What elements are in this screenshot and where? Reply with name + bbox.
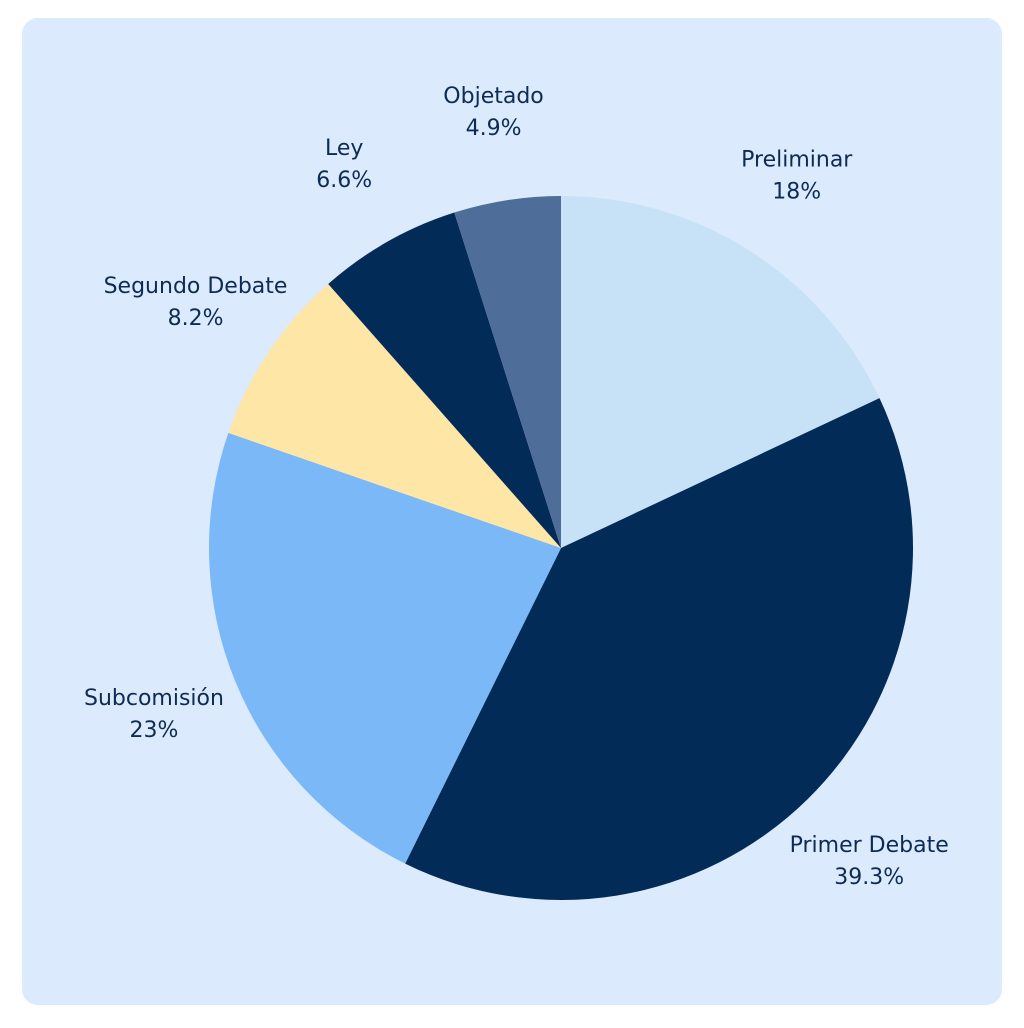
pie-slice [328, 212, 561, 548]
slice-label: Segundo Debate [104, 274, 288, 299]
slice-label: Ley [325, 136, 363, 161]
slice-label: Objetado [443, 84, 543, 109]
slice-value-label: 6.6% [316, 168, 372, 193]
pie [208, 196, 913, 900]
slice-value-label: 23% [130, 718, 179, 743]
slice-value-label: 39.3% [834, 865, 904, 890]
slice-label: Primer Debate [790, 833, 949, 858]
slice-value-label: 4.9% [466, 116, 522, 141]
pie-slice [561, 196, 880, 548]
slice-label: Preliminar [741, 147, 853, 172]
slice-value-label: 18% [772, 179, 821, 204]
pie-slice [454, 196, 561, 548]
pie-slice [228, 283, 561, 548]
pie-slice [405, 398, 913, 900]
slice-label: Subcomisión [84, 686, 224, 711]
pie-slice [208, 432, 561, 864]
slice-value-label: 8.2% [168, 306, 224, 331]
